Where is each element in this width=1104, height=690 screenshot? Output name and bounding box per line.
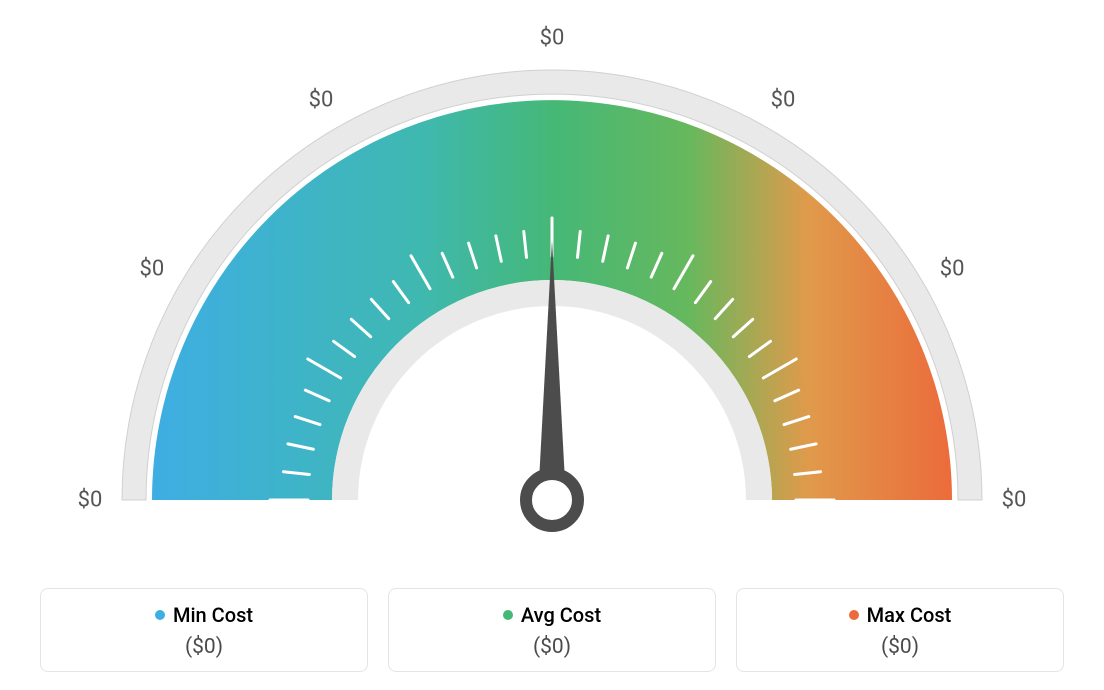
legend-card-min: Min Cost ($0) <box>40 588 368 672</box>
gauge-tick-label: $0 <box>1002 488 1027 513</box>
gauge-tick-label: $0 <box>940 257 965 282</box>
legend-row: Min Cost ($0) Avg Cost ($0) Max Cost ($0… <box>40 588 1064 672</box>
legend-title-avg: Avg Cost <box>503 603 601 627</box>
gauge-tick-label: $0 <box>78 488 103 513</box>
legend-value-min: ($0) <box>51 635 357 659</box>
gauge-tick-label: $0 <box>771 87 796 112</box>
legend-label-avg: Avg Cost <box>521 603 601 627</box>
gauge-container: $0 $0 $0 $0 $0 $0 $0 <box>0 0 1104 560</box>
legend-card-max: Max Cost ($0) <box>736 588 1064 672</box>
gauge-tick-label: $0 <box>140 257 165 282</box>
legend-label-min: Min Cost <box>173 603 253 627</box>
legend-dot-min <box>155 610 165 620</box>
legend-dot-max <box>849 610 859 620</box>
legend-value-avg: ($0) <box>399 635 705 659</box>
legend-title-min: Min Cost <box>155 603 253 627</box>
gauge-tick-label: $0 <box>540 26 565 51</box>
legend-dot-avg <box>503 610 513 620</box>
legend-label-max: Max Cost <box>867 603 952 627</box>
gauge-tick-label: $0 <box>309 87 334 112</box>
legend-value-max: ($0) <box>747 635 1053 659</box>
legend-title-max: Max Cost <box>849 603 952 627</box>
legend-card-avg: Avg Cost ($0) <box>388 588 716 672</box>
gauge-svg <box>0 0 1104 560</box>
